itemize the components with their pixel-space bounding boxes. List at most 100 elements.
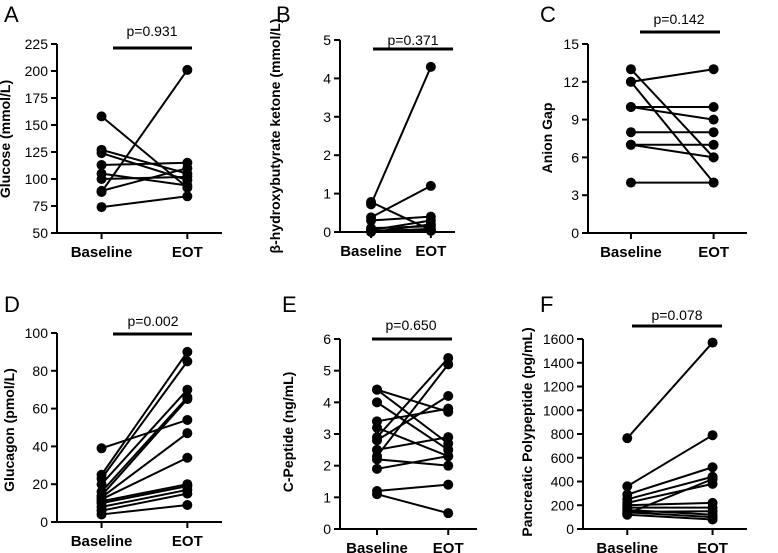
y-tick-label-b: 5 [323,32,331,48]
x-category-label-f: EOT [697,540,728,553]
eot-point-d [182,356,193,367]
baseline-point-b [366,215,377,226]
pair-line-b [370,66,432,205]
y-axis-title-e: C-Peptide (ng/mL) [280,372,296,493]
eot-point-a [182,171,193,182]
pair-line-a [101,148,188,175]
y-tick-label-d: 40 [32,438,48,454]
pair-line-d [100,360,189,480]
panel-letter-c: C [540,2,556,27]
p-value-d: p=0.002 [128,313,179,329]
panel-d: D Glucagon (pmol/L) p=0.002 0 20 40 60 80 100… [1,292,222,550]
pair-line-a [101,175,188,180]
pair-line-d [101,418,188,450]
panel-letter-a: A [4,2,19,27]
y-tick-label-e: 4 [323,394,331,410]
baseline-point-a [96,111,107,122]
p-value-f: p=0.078 [652,307,703,323]
x-category-label-d: Baseline [71,533,133,550]
y-tick-label-e: 5 [323,363,331,379]
eot-point-f [707,474,718,485]
y-tick-label-f: 200 [551,497,575,513]
y-tick-label-a: 200 [25,63,49,79]
pair-line-d [101,485,188,505]
eot-point-e [443,508,454,519]
x-category-label-b: EOT [415,243,446,260]
baseline-point-e [371,463,382,474]
baseline-point-b [366,227,377,237]
eot-point-b [425,219,436,230]
baseline-point-a [96,159,107,170]
eot-point-c [708,139,719,150]
x-category-label-a: EOT [172,244,203,261]
baseline-point-e [371,454,382,465]
baseline-point-f [622,433,633,444]
y-tick-label-b: 1 [323,186,331,202]
pair-line-e [376,357,449,438]
pair-line-d [101,492,188,512]
y-tick-label-b: 3 [323,109,331,125]
eot-point-e [443,460,454,471]
baseline-point-e [371,422,382,433]
y-tick-label-a: 75 [32,198,48,214]
pair-line-b [370,215,431,222]
panel-e: E C-Peptide (ng/mL) p=0.650 0 1 2 3 4 5 6 Basel… [280,292,477,553]
y-axis-title-a: Glucose (mmol/L) [0,80,13,198]
baseline-point-a [96,174,107,184]
baseline-point-c [625,127,636,138]
eot-point-f [707,462,718,473]
y-tick-label-f: 800 [551,426,575,442]
baseline-point-d [96,479,107,490]
p-value-c: p=0.142 [654,11,705,27]
baseline-point-d [96,509,107,520]
pair-line-c [630,68,714,83]
pair-line-c [630,106,714,121]
pair-line-a [101,167,188,192]
pair-line-a [101,161,188,166]
eot-point-c [708,114,719,125]
pair-line-e [376,455,449,470]
eot-point-c [708,127,719,138]
y-tick-label-f: 400 [551,474,575,490]
baseline-point-c [625,139,636,150]
y-tick-label-f: 0 [566,521,574,537]
y-tick-label-b: 2 [323,147,331,163]
eot-point-e [443,359,454,370]
y-tick-label-c: 6 [571,149,579,165]
baseline-point-f [622,509,633,520]
eot-point-f [707,514,718,525]
panel-a: A Glucose (mmol/L) p=0.931 50 75 100 125 150… [0,2,222,261]
baseline-point-c [625,102,636,112]
eot-point-e [443,403,454,414]
y-tick-label-e: 3 [323,426,331,442]
eot-point-f [707,430,718,441]
pair-line-b [370,219,432,232]
pair-line-d [100,432,188,499]
y-tick-label-c: 9 [571,112,579,128]
baseline-point-e [371,397,382,408]
panel-b: B β-hydroxybutyrate ketone (mmol/L) p=0.… [267,2,455,260]
pair-line-d [101,488,188,508]
eot-point-d [182,488,193,499]
x-category-label-c: EOT [698,244,729,261]
panel-letter-b: B [276,2,291,27]
x-category-label-e: EOT [433,540,464,553]
baseline-point-a [96,202,107,213]
eot-point-e [443,451,454,462]
eot-point-e [443,432,454,443]
eot-point-c [708,64,719,75]
pair-line-e [376,483,449,492]
pair-line-a [100,69,189,193]
eot-point-d [182,346,193,357]
pair-line-f [627,475,713,501]
pair-line-f [626,466,713,496]
y-tick-label-a: 50 [32,225,48,241]
pair-line-d [100,396,189,493]
pair-line-e [376,395,449,442]
y-axis-title-b: β-hydroxybutyrate ketone (mmol/L) [267,19,283,254]
eot-point-c [708,152,719,163]
eot-point-d [182,428,193,439]
y-tick-label-c: 3 [571,187,579,203]
p-value-e: p=0.650 [386,317,437,333]
